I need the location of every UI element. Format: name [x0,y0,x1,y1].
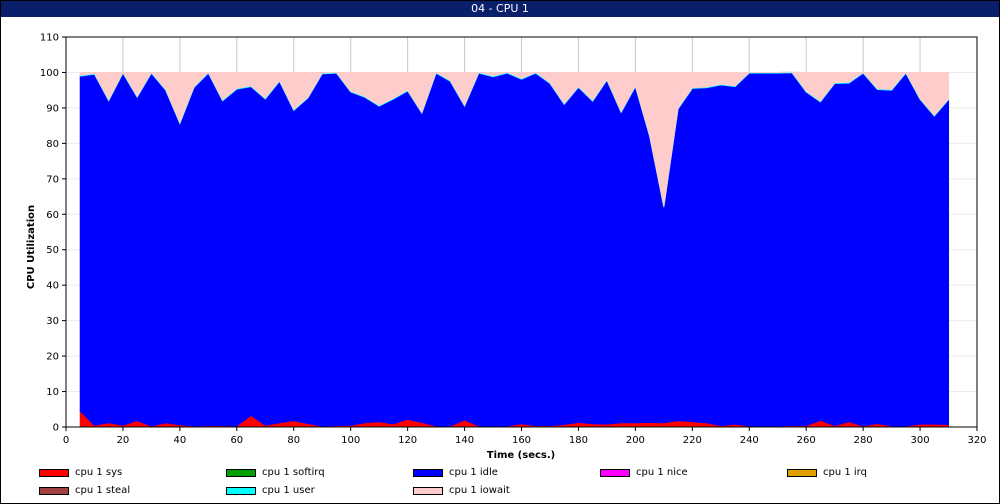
x-tick-label: 100 [341,435,360,446]
y-tick-label: 80 [46,139,59,150]
x-tick-label: 200 [626,435,645,446]
chart-legend: cpu 1 sys cpu 1 softirq cpu 1 idle cpu 1 ni… [1,463,999,503]
legend-label: cpu 1 idle [449,467,498,478]
legend-label: cpu 1 irq [823,467,867,478]
area-cpu-1-iowait [79,71,950,207]
legend-swatch [39,486,69,495]
legend-item: cpu 1 steal [39,485,130,496]
legend-item: cpu 1 idle [413,467,498,478]
window-title: 04 - CPU 1 [1,1,999,17]
y-tick-label: 40 [46,281,59,292]
y-axis-label: CPU Utilization [26,205,37,289]
y-tick-label: 50 [46,245,59,256]
legend-swatch [600,468,630,477]
x-tick-label: 240 [740,435,759,446]
legend-item: cpu 1 softirq [226,467,325,478]
x-tick-label: 120 [398,435,417,446]
legend-label: cpu 1 nice [636,467,688,478]
x-tick-label: 40 [174,435,187,446]
y-tick-label: 10 [46,387,59,398]
x-tick-label: 220 [683,435,702,446]
x-tick-label: 300 [911,435,930,446]
legend-swatch [413,486,443,495]
cpu-utilization-chart: 0 20 40 60 80 100 120 140 160 180 200 220 240 260 280 3… [26,33,987,462]
legend-item: cpu 1 iowait [413,485,510,496]
y-tick-label: 30 [46,316,59,327]
legend-item: cpu 1 sys [39,467,122,478]
x-tick-label: 20 [117,435,130,446]
x-tick-label: 260 [797,435,816,446]
y-tick-label: 70 [46,174,59,185]
legend-swatch [413,468,443,477]
legend-swatch [787,468,817,477]
legend-label: cpu 1 user [262,485,315,496]
legend-swatch [39,468,69,477]
legend-label: cpu 1 sys [75,467,123,478]
y-tick-label: 60 [46,210,59,221]
y-tick-label: 0 [53,423,59,434]
x-tick-label: 80 [287,435,300,446]
area-cpu-1-idle [79,72,950,427]
legend-label: cpu 1 steal [75,485,131,496]
legend-swatch [226,468,256,477]
x-tick-label: 160 [512,435,531,446]
x-tick-label: 280 [854,435,873,446]
legend-swatch [226,486,256,495]
x-tick-label: 180 [569,435,588,446]
legend-label: cpu 1 softirq [262,467,325,478]
y-tick-label: 100 [40,68,59,79]
legend-item: cpu 1 user [226,485,315,496]
legend-item: cpu 1 nice [600,467,688,478]
x-tick-label: 0 [63,435,69,446]
x-tick-label: 60 [230,435,243,446]
y-tick-label: 90 [46,103,59,114]
y-tick-label: 110 [40,33,59,44]
legend-label: cpu 1 iowait [449,485,510,496]
x-tick-label: 320 [967,435,986,446]
x-tick-label: 140 [455,435,474,446]
x-axis-label: Time (secs.) [487,450,556,461]
legend-item: cpu 1 irq [787,467,867,478]
y-tick-label: 20 [46,352,59,363]
